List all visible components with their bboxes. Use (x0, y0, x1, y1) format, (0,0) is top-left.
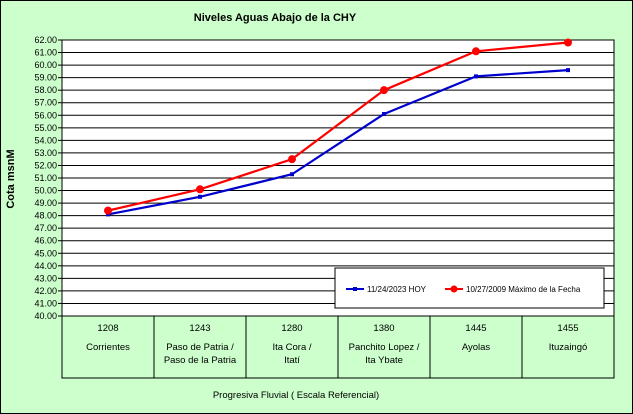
y-tick-label: 55.00 (34, 123, 57, 133)
category-name: Itatí (284, 355, 300, 366)
category-code: 1380 (373, 323, 394, 334)
y-tick-label: 45.00 (34, 248, 57, 258)
y-tick-label: 61.00 (34, 48, 57, 58)
data-point (198, 194, 202, 199)
legend-swatch-marker (353, 287, 357, 291)
category-name: Ayolas (462, 342, 491, 353)
y-tick-label: 48.00 (34, 211, 57, 221)
y-tick-label: 52.00 (34, 160, 57, 170)
series-lines (104, 38, 572, 217)
legend-swatch-marker (450, 285, 458, 293)
y-axis-label: Cota msnM (5, 149, 17, 208)
y-tick-label: 50.00 (34, 186, 57, 196)
category-name: Paso de Patria / (166, 342, 234, 353)
category-name: Ita Cora / (272, 342, 311, 353)
category-code: 1455 (557, 323, 578, 334)
x-axis-label: Progresiva Fluvial ( Escala Referencial) (213, 390, 379, 401)
category-code: 1445 (465, 323, 486, 334)
y-tick-label: 58.00 (34, 85, 57, 95)
legend-entry-label: 10/27/2009 Máximo de la Fecha (466, 285, 581, 294)
category-name: Paso de la Patria (164, 355, 237, 366)
category-code: 1280 (281, 323, 302, 334)
category-name: Ita Ybate (365, 355, 403, 366)
category-table: 1208 Corrientes 1243 Paso de Patria / Paso d… (61, 315, 615, 379)
data-point (472, 47, 480, 56)
data-point (290, 172, 294, 177)
legend-box (334, 267, 605, 309)
series-line (107, 41, 569, 212)
y-tick-label: 57.00 (34, 98, 57, 108)
data-point (566, 68, 570, 73)
category-name: Panchito Lopez / (349, 342, 420, 353)
y-tick-label: 49.00 (34, 198, 57, 208)
y-tick-label: 62.00 (34, 35, 57, 45)
y-tick-label: 59.00 (34, 73, 57, 83)
y-tick-label: 47.00 (34, 223, 57, 233)
data-point (288, 155, 296, 164)
legend-entry-label: 11/24/2023 HOY (367, 285, 427, 294)
data-point (382, 112, 386, 117)
category-name: Corrientes (86, 342, 130, 353)
y-axis-ticks: 40.00 41.00 42.00 43.00 44.00 45.00 46.00 47.00… (34, 35, 62, 321)
y-tick-label: 44.00 (34, 261, 57, 271)
y-tick-label: 43.00 (34, 273, 57, 283)
y-tick-label: 40.00 (34, 311, 57, 321)
y-tick-label: 42.00 (34, 286, 57, 296)
category-name: Ituzaingó (549, 342, 588, 353)
legend: 11/24/2023 HOY 10/27/2009 Máximo de la Fe… (334, 267, 605, 309)
category-code: 1208 (97, 323, 118, 334)
data-point (380, 86, 388, 95)
y-tick-label: 51.00 (34, 173, 57, 183)
category-code: 1243 (189, 323, 210, 334)
data-point (104, 206, 112, 215)
series-line (107, 69, 569, 216)
y-tick-label: 53.00 (34, 148, 57, 158)
y-tick-label: 54.00 (34, 135, 57, 145)
series-group (104, 38, 572, 215)
y-tick-label: 46.00 (34, 236, 57, 246)
y-tick-label: 56.00 (34, 110, 57, 120)
data-point (474, 74, 478, 79)
data-point (564, 38, 572, 47)
y-tick-label: 41.00 (34, 298, 57, 308)
chart-title: Niveles Aguas Abajo de la CHY (194, 12, 357, 24)
data-point (196, 185, 204, 194)
y-tick-label: 60.00 (34, 60, 57, 70)
